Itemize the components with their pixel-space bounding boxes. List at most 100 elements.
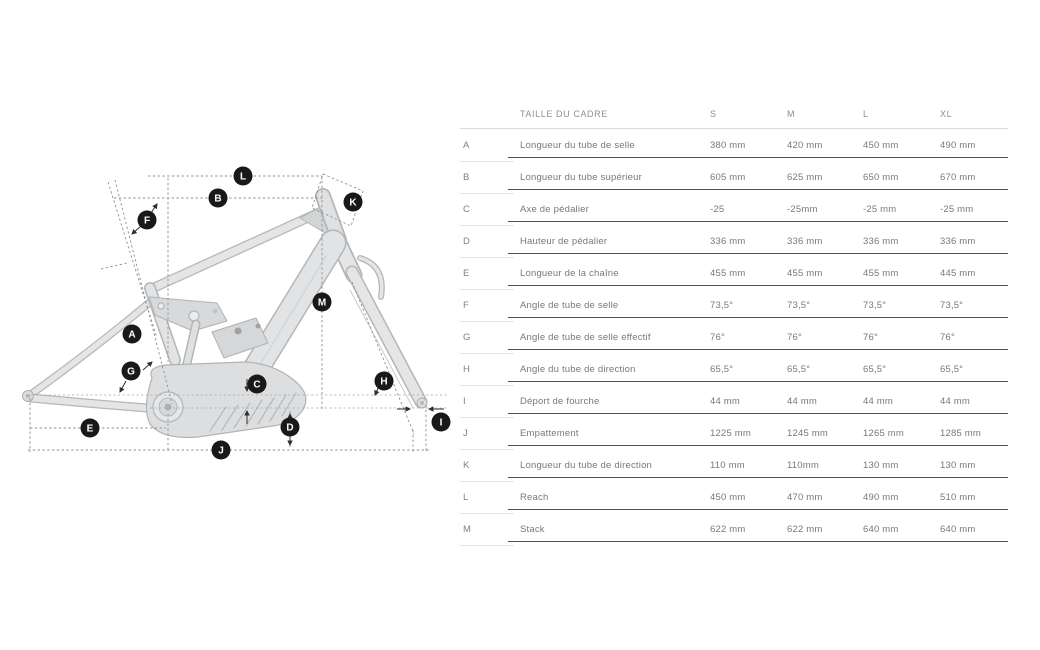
row-value: 650 mm [863, 171, 899, 183]
row-value: 65,5° [787, 363, 811, 375]
row-value: 76° [710, 331, 725, 343]
svg-text:J: J [218, 446, 224, 457]
row-value: 450 mm [710, 491, 746, 503]
size-col-xl: XL [940, 109, 953, 119]
diagram-label-c: C [247, 374, 267, 394]
diagram-label-b: B [208, 188, 228, 208]
svg-text:H: H [380, 377, 387, 388]
row-value: 622 mm [787, 523, 823, 535]
svg-text:I: I [440, 418, 443, 429]
row-letter: L [463, 491, 469, 503]
row-value: 640 mm [863, 523, 899, 535]
size-col-l: L [863, 109, 869, 119]
row-value: 110mm [787, 459, 819, 471]
table-row: D Hauteur de pédalier 336 mm 336 mm 336 … [460, 225, 1008, 258]
row-label: Longueur de la chaîne [520, 267, 619, 279]
row-label: Angle de tube de selle [520, 299, 619, 311]
row-value: 605 mm [710, 171, 746, 183]
row-value: 336 mm [787, 235, 823, 247]
row-value: 470 mm [787, 491, 823, 503]
row-value: 76° [863, 331, 878, 343]
row-letter: C [463, 203, 471, 215]
row-value: 76° [787, 331, 802, 343]
table-row: H Angle du tube de direction 65,5° 65,5°… [460, 353, 1008, 386]
row-value: 490 mm [863, 491, 899, 503]
row-letter: F [463, 299, 470, 311]
size-table-header: TAILLE DU CADRE S M L XL [460, 100, 1008, 129]
table-row: G Angle de tube de selle effectif 76° 76… [460, 321, 1008, 354]
row-label: Stack [520, 523, 545, 535]
row-value: 625 mm [787, 171, 823, 183]
row-letter: A [463, 139, 470, 151]
row-value: 76° [940, 331, 955, 343]
row-value: 336 mm [940, 235, 976, 247]
row-value: -25 [710, 203, 725, 215]
row-value: 450 mm [863, 139, 899, 151]
table-row: K Longueur du tube de direction 110 mm 1… [460, 449, 1008, 482]
row-value: -25 mm [940, 203, 974, 215]
row-value: 130 mm [863, 459, 899, 471]
row-value: 44 mm [710, 395, 741, 407]
row-value: 336 mm [710, 235, 746, 247]
table-row: J Empattement 1225 mm 1245 mm 1265 mm 12… [460, 417, 1008, 450]
size-table-body: A Longueur du tube de selle 380 mm 420 m… [460, 129, 1008, 546]
row-letter: K [463, 459, 470, 471]
diagram-label-d: D [280, 417, 300, 437]
row-value: 445 mm [940, 267, 976, 279]
row-label: Axe de pédalier [520, 203, 590, 215]
table-row: F Angle de tube de selle 73,5° 73,5° 73,… [460, 289, 1008, 322]
row-value: 130 mm [940, 459, 976, 471]
row-value: 73,5° [710, 299, 734, 311]
row-value: 65,5° [863, 363, 887, 375]
svg-text:A: A [128, 330, 135, 341]
row-letter: D [463, 235, 471, 247]
svg-text:F: F [144, 216, 150, 227]
table-row: L Reach 450 mm 470 mm 490 mm 510 mm [460, 481, 1008, 514]
diagram-label-a: A [122, 324, 142, 344]
diagram-label-m: M [312, 292, 332, 312]
diagram-label-f: F [137, 210, 157, 230]
row-label: Empattement [520, 427, 579, 439]
diagram-label-h: H [374, 371, 394, 391]
svg-text:G: G [127, 367, 135, 378]
row-letter: G [463, 331, 471, 343]
row-value: 420 mm [787, 139, 823, 151]
row-label: Déport de fourche [520, 395, 600, 407]
size-col-s: S [710, 109, 717, 119]
row-value: 640 mm [940, 523, 976, 535]
row-label: Reach [520, 491, 549, 503]
table-row: A Longueur du tube de selle 380 mm 420 m… [460, 129, 1008, 162]
row-value: 510 mm [940, 491, 976, 503]
row-letter: E [463, 267, 470, 279]
row-value: 1285 mm [940, 427, 982, 439]
table-row: I Déport de fourche 44 mm 44 mm 44 mm 44… [460, 385, 1008, 418]
svg-text:C: C [253, 380, 260, 391]
table-row: B Longueur du tube supérieur 605 mm 625 … [460, 161, 1008, 194]
svg-text:K: K [349, 198, 357, 209]
svg-text:E: E [87, 424, 94, 435]
row-value: -25mm [787, 203, 818, 215]
row-label: Angle de tube de selle effectif [520, 331, 651, 343]
diagram-label-g: G [121, 361, 141, 381]
svg-text:B: B [214, 194, 221, 205]
row-label: Hauteur de pédalier [520, 235, 608, 247]
row-label: Longueur du tube de direction [520, 459, 653, 471]
row-value: 455 mm [710, 267, 746, 279]
row-value: 65,5° [940, 363, 964, 375]
diagram-label-l: L [233, 166, 253, 186]
row-value: 336 mm [863, 235, 899, 247]
row-value: 1245 mm [787, 427, 829, 439]
diagram-label-k: K [343, 192, 363, 212]
table-row: M Stack 622 mm 622 mm 640 mm 640 mm [460, 513, 1008, 546]
row-letter: I [463, 395, 466, 407]
row-letter: M [463, 523, 472, 535]
table-row: C Axe de pédalier -25 -25mm -25 mm -25 m… [460, 193, 1008, 226]
row-letter: J [463, 427, 468, 439]
row-value: 44 mm [940, 395, 971, 407]
svg-text:M: M [318, 298, 326, 309]
row-value: 455 mm [863, 267, 899, 279]
row-value: 1225 mm [710, 427, 752, 439]
row-label: Longueur du tube de selle [520, 139, 635, 151]
row-label: Longueur du tube supérieur [520, 171, 642, 183]
